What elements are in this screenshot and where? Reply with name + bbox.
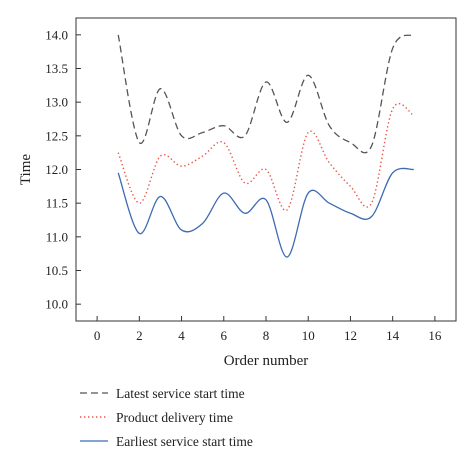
x-axis-title: Order number <box>224 353 309 369</box>
axis-ticks: 0 2 4 6 8 10 12 14 16 10.0 10.5 11.0 11.5 12.0 12.5 13.… <box>45 27 442 343</box>
legend-label-product-delivery-time: Product delivery time <box>116 410 233 425</box>
y-tick-label: 14.0 <box>45 27 68 42</box>
y-axis-title: Time <box>18 154 34 185</box>
x-tick-label: 0 <box>94 328 101 343</box>
x-tick-label: 6 <box>221 328 228 343</box>
y-tick-label: 13.0 <box>45 95 68 110</box>
legend-label-earliest-service-start-time: Earliest service start time <box>116 434 253 449</box>
series-line-latest-service-start-time <box>117 34 415 154</box>
y-tick-label: 10.0 <box>45 297 68 312</box>
x-tick-label: 8 <box>263 328 270 343</box>
series-line-earliest-service-start-time <box>117 167 414 258</box>
y-tick-label: 10.5 <box>45 263 68 278</box>
x-tick-label: 2 <box>136 328 143 343</box>
series-line-product-delivery-time <box>117 102 415 211</box>
y-tick-label: 12.5 <box>45 128 68 143</box>
y-tick-label: 13.5 <box>45 61 68 76</box>
x-tick-label: 16 <box>428 328 442 343</box>
y-tick-label: 12.0 <box>45 162 68 177</box>
legend-label-latest-service-start-time: Latest service start time <box>116 386 245 401</box>
x-tick-label: 14 <box>386 328 400 343</box>
series-layer <box>117 34 415 258</box>
y-tick-label: 11.0 <box>46 229 68 244</box>
x-tick-label: 4 <box>178 328 185 343</box>
y-tick-label: 11.5 <box>46 196 68 211</box>
x-tick-label: 12 <box>344 328 357 343</box>
legend: Latest service start time Product deliver… <box>80 386 253 449</box>
x-tick-label: 10 <box>302 328 315 343</box>
